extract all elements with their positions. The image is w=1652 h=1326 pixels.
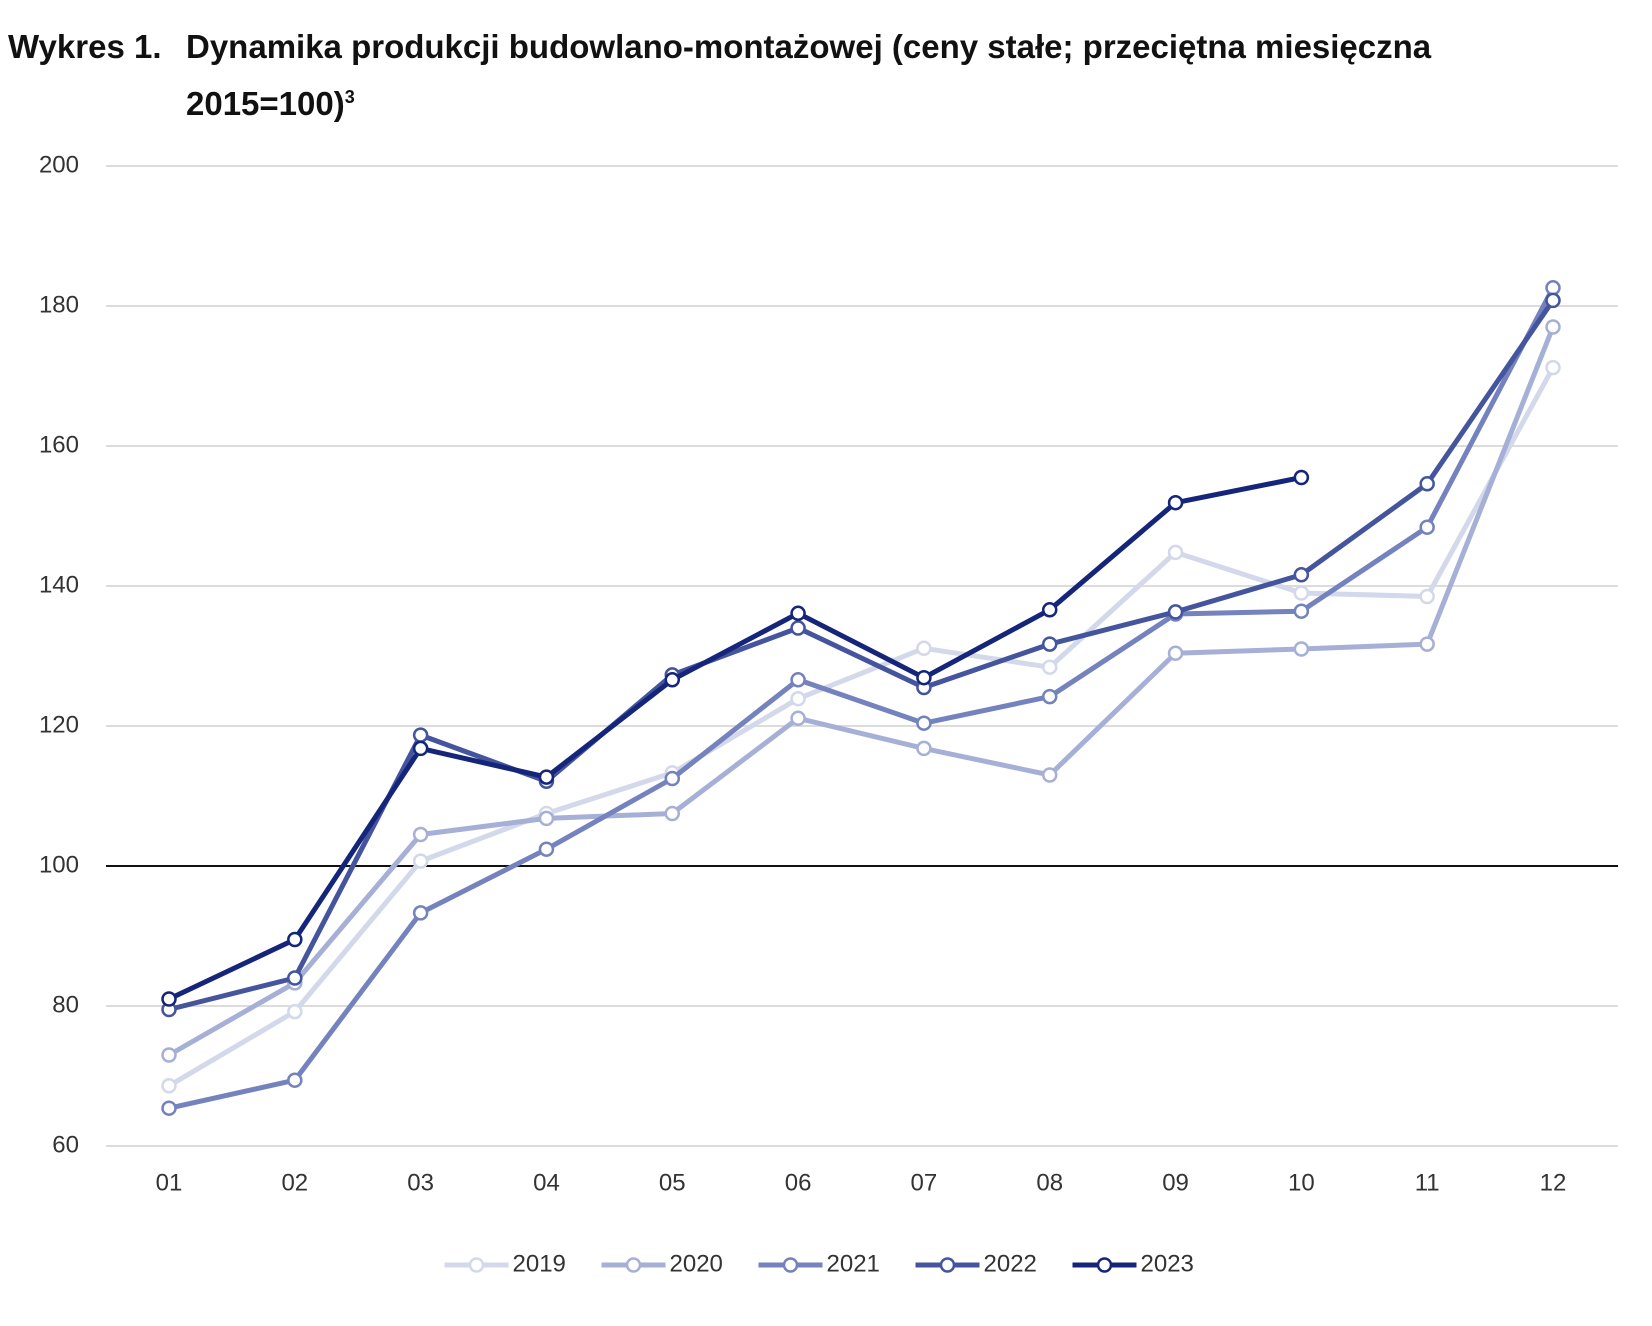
point [538,810,555,827]
legend-marker [625,1257,642,1273]
point [1041,688,1058,705]
point [1419,476,1435,492]
point [1293,641,1310,657]
legend-marker [468,1257,485,1273]
point [538,769,555,785]
point [1293,603,1310,619]
point [1041,767,1058,783]
legend-label: 2023 [1141,1250,1194,1277]
point [287,1072,303,1088]
y-tick-label: 160 [39,431,79,458]
point [161,991,177,1007]
point [161,1047,177,1063]
x-tick-label: 04 [533,1169,560,1196]
point [161,1100,177,1116]
point [287,931,303,948]
x-tick-label: 09 [1162,1169,1189,1196]
y-tick-label: 80 [52,991,79,1018]
series-line [167,366,1556,1088]
x-tick-label: 12 [1540,1169,1567,1196]
point [1545,292,1561,309]
point [1419,519,1435,535]
legend-marker [939,1257,956,1273]
point [1041,659,1058,675]
point [287,1003,303,1020]
point [1293,469,1310,486]
point [1167,645,1184,661]
point [664,770,681,787]
x-tick-label: 01 [156,1169,183,1196]
point [287,970,303,986]
point [916,715,932,731]
point [1167,494,1184,511]
point [1293,585,1310,601]
point [664,672,681,688]
footnote-mark: 3 [344,87,355,107]
point [790,605,806,622]
point [916,740,932,757]
x-tick-label: 11 [1415,1169,1440,1196]
point [916,640,932,657]
title-wrap: Dynamika produkcji budowlano-montażowej … [186,22,1566,129]
y-tick-label: 140 [39,571,79,598]
x-tick-label: 07 [911,1169,938,1196]
point [1167,544,1184,561]
point [1041,636,1058,652]
x-tick-label: 03 [407,1169,434,1196]
point [916,669,932,686]
point [664,805,681,822]
point [1419,588,1435,605]
point [790,690,806,707]
x-tick-label: 05 [659,1169,686,1196]
point [1419,636,1435,652]
point [538,841,555,857]
legend-label: 2022 [984,1250,1037,1277]
chart-title: Dynamika produkcji budowlano-montażowej … [186,28,1432,122]
y-tick-label: 180 [39,291,79,318]
point [412,826,429,843]
legend-marker [1096,1257,1113,1273]
x-tick-label: 06 [785,1169,812,1196]
x-tick-label: 02 [281,1169,308,1196]
series-line [168,286,1556,1111]
point [412,727,429,743]
point [1041,602,1058,618]
point [412,853,429,869]
legend-label: 2021 [827,1250,880,1277]
x-tick-label: 08 [1036,1169,1063,1196]
x-tick-label: 10 [1288,1169,1315,1196]
point [790,620,806,636]
point [1167,604,1184,620]
point [1545,280,1561,296]
chart-label: Wykres 1. [8,28,162,65]
legend-label: 2019 [513,1250,566,1277]
legend-label: 2020 [670,1250,723,1277]
series-line [167,475,1302,1002]
point [412,905,429,921]
header: Wykres 1. Dynamika produkcji budowlano-m… [8,22,1566,129]
point [1545,319,1561,335]
point [1293,567,1310,583]
point [790,672,806,688]
y-tick-label: 200 [39,151,79,178]
y-tick-label: 100 [39,851,79,878]
y-tick-label: 120 [39,711,79,738]
point [412,740,429,757]
point [1545,359,1561,376]
legend-marker [782,1257,799,1273]
point [161,1078,177,1094]
point [790,710,806,727]
series-line [168,298,1556,1012]
series-line [167,326,1556,1058]
y-tick-label: 60 [52,1131,79,1158]
